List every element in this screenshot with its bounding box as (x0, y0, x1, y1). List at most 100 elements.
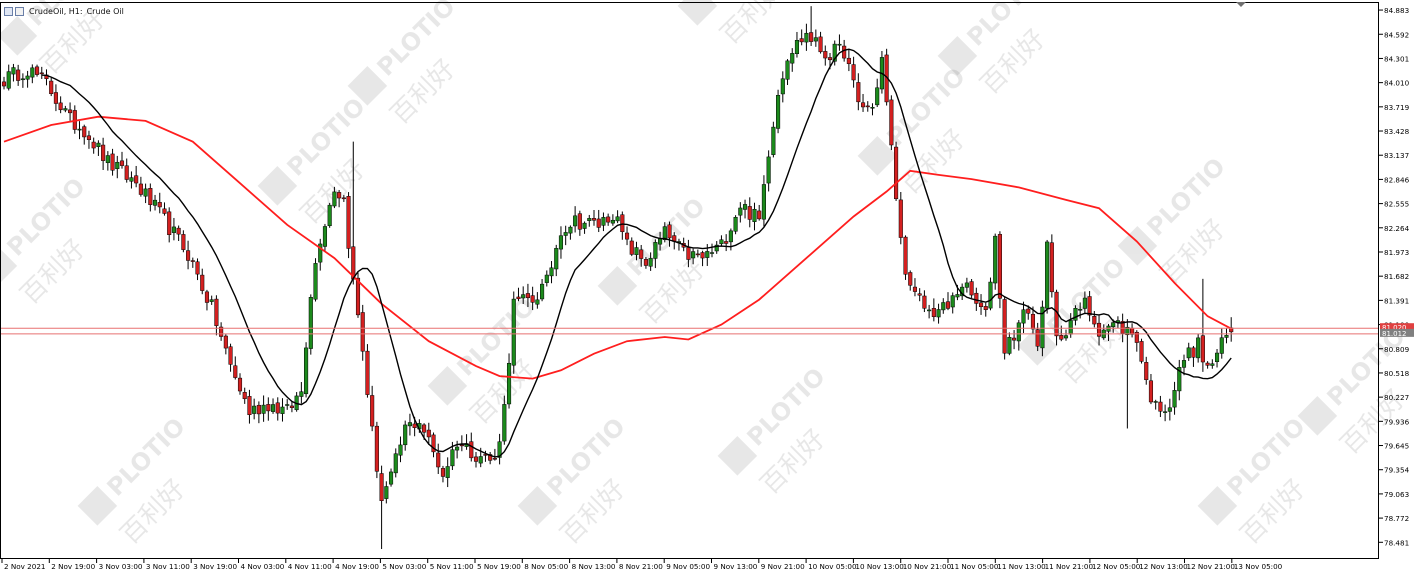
candle-body (237, 377, 243, 392)
candle (1035, 322, 1040, 352)
candle-body (846, 57, 851, 65)
candle (455, 440, 460, 459)
candle-body (691, 251, 696, 259)
y-tick-label: 83.719 (1384, 103, 1410, 112)
x-tick-label: 8 Nov 05:00 (524, 562, 568, 571)
candle-body (242, 392, 247, 400)
candle (152, 194, 158, 211)
candle-body (1139, 341, 1144, 362)
candle-body (49, 80, 54, 94)
candle-body (393, 453, 398, 474)
candle (544, 270, 549, 287)
candle-body (341, 197, 346, 200)
candle (1172, 381, 1177, 415)
candle-body (124, 165, 129, 180)
candle (1177, 359, 1182, 401)
candle-body (1026, 308, 1031, 314)
candle (176, 225, 181, 241)
candle-body (1186, 347, 1191, 359)
candle-body (719, 239, 724, 245)
candle (30, 64, 35, 84)
candle-body (535, 299, 540, 305)
candle (714, 241, 719, 254)
candle (341, 195, 346, 202)
candle-body (200, 274, 205, 291)
candle (304, 342, 309, 398)
y-tick-label: 83.428 (1384, 127, 1410, 136)
x-tick-label: 12 Nov 13:00 (1139, 562, 1188, 571)
candle (91, 137, 96, 154)
candle-body (1073, 308, 1078, 321)
candle-body (955, 294, 960, 298)
candle (922, 290, 927, 313)
candle-body (1040, 306, 1045, 349)
candle (77, 121, 82, 140)
chart-window-icon (4, 6, 13, 16)
candle-body (549, 267, 554, 277)
candle-body (337, 192, 342, 199)
x-tick-label: 8 Nov 13:00 (572, 562, 616, 571)
candle (200, 268, 205, 295)
candle-body (974, 292, 979, 304)
symbol-label: CrudeOil, H1: (29, 6, 83, 16)
candle-body (119, 160, 125, 166)
candle (964, 277, 969, 293)
candle-body (936, 309, 941, 318)
candle-body (58, 102, 63, 111)
candle-body (511, 298, 516, 366)
candle-body (365, 350, 370, 395)
candle-body (115, 161, 120, 170)
y-tick-label: 82.555 (1384, 200, 1409, 209)
candle (16, 64, 21, 86)
candle-body (1158, 401, 1163, 412)
candle-body (497, 441, 502, 458)
candle-body (398, 444, 403, 456)
candle (233, 356, 238, 380)
candle-body (983, 306, 988, 310)
candle (86, 130, 92, 149)
candle-body (870, 106, 875, 109)
candle (355, 271, 361, 318)
candle-body (521, 294, 526, 299)
candle-body (1, 81, 7, 87)
y-tick-label: 82.264 (1384, 224, 1410, 233)
candle-body (922, 295, 927, 309)
candle (554, 244, 559, 277)
candle-body (39, 72, 44, 75)
candle-body (1181, 360, 1187, 368)
candle (1096, 315, 1102, 346)
candle-body (143, 188, 148, 197)
candle-body (459, 444, 464, 447)
candle (974, 287, 979, 311)
candle-body (950, 295, 955, 308)
candle-body (525, 293, 530, 299)
candle-body (898, 199, 903, 238)
candle (903, 235, 908, 280)
candle (1049, 234, 1054, 298)
candle-body (827, 57, 833, 61)
candle-body (204, 291, 210, 303)
candle-body (927, 309, 932, 312)
candle (606, 213, 611, 226)
candle-body (761, 184, 766, 220)
candle (1073, 305, 1078, 326)
y-tick-label: 81.682 (1384, 272, 1409, 281)
candle (865, 101, 870, 112)
candle (1196, 333, 1201, 363)
candle-body (186, 250, 191, 261)
candle-body (11, 67, 16, 75)
candle (492, 448, 497, 461)
candle (870, 103, 875, 116)
candle (983, 302, 988, 317)
candle (365, 344, 370, 398)
candle-body (53, 92, 58, 104)
y-axis: 78.481 78.772 79.063 79.354 79.645 79.936 80.2… (1379, 6, 1414, 547)
candle-body (252, 405, 257, 414)
candle-body (289, 405, 294, 408)
candle-body (757, 210, 762, 220)
candle-body (695, 253, 700, 256)
candle-body (728, 230, 733, 243)
candle-body (1002, 299, 1007, 354)
